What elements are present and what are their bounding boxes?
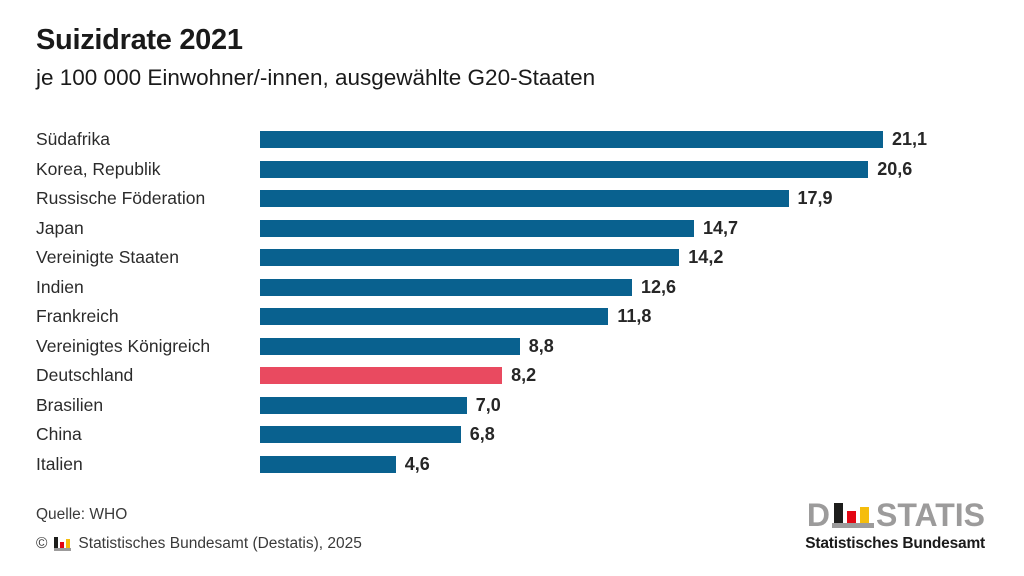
logo-text-left: D [806, 496, 830, 533]
bar-row: Japan 14,7 [36, 214, 1006, 244]
bar-row: Südafrika 21,1 [36, 125, 1006, 155]
bar-row: Vereinigtes Königreich 8,8 [36, 332, 1006, 362]
bar-category-label: Indien [36, 276, 84, 297]
bar-category-label: Frankreich [36, 306, 119, 327]
bar-value-label: 12,6 [641, 276, 677, 297]
bar-row: Vereinigte Staaten 14,2 [36, 243, 1006, 273]
bar-category-label: Japan [36, 217, 84, 238]
page-subtitle: je 100 000 Einwohner/-innen, ausgewählte… [36, 65, 596, 91]
copyright-symbol: © [36, 534, 48, 552]
bar [260, 160, 869, 178]
bar-value-label: 14,7 [703, 217, 739, 238]
bar [260, 249, 680, 267]
bar [260, 337, 520, 355]
bar-value-label: 7,0 [475, 394, 501, 415]
bar-category-label: Vereinigte Staaten [36, 247, 180, 268]
bar-category-label: Südafrika [36, 129, 110, 150]
destatis-bars-icon [831, 501, 874, 528]
bar-row: China 6,8 [36, 420, 1006, 450]
copyright-text: Statistisches Bundesamt (Destatis), 2025 [78, 534, 362, 552]
bar-row: Korea, Republik 20,6 [36, 155, 1006, 185]
bar [260, 131, 883, 149]
bar-value-label: 21,1 [892, 129, 928, 150]
bar-row: Russische Föderation 17,9 [36, 184, 1006, 214]
bar [260, 278, 632, 296]
bar [260, 308, 609, 326]
bar [260, 426, 461, 444]
page-title: Suizidrate 2021 [36, 24, 243, 56]
bar-value-label: 8,8 [528, 335, 554, 356]
bar [260, 455, 396, 473]
bar-value-label: 11,8 [617, 306, 652, 327]
bar-row: Brasilien 7,0 [36, 391, 1006, 421]
source-note: Quelle: WHO [36, 506, 128, 523]
bar-category-label: Vereinigtes Königreich [36, 335, 211, 356]
bar-category-label: Deutschland [36, 365, 134, 386]
destatis-wordmark: D STATIS [805, 496, 985, 533]
bar [260, 396, 467, 414]
bar-category-label: Italien [36, 453, 83, 474]
bar-row: Indien 12,6 [36, 273, 1006, 303]
chart-header: Suizidrate 2021 je 100 000 Einwohner/-in… [36, 24, 595, 91]
destatis-logo: D STATIS Statistisches Bundesamt [805, 496, 985, 553]
bar [260, 367, 503, 385]
bar-value-label: 14,2 [688, 247, 724, 268]
bar-row: Frankreich 11,8 [36, 302, 1006, 332]
bar-category-label: Korea, Republik [36, 158, 161, 179]
bar-value-label: 17,9 [797, 188, 833, 209]
bar-row: Italien 4,6 [36, 450, 1006, 480]
logo-subtitle: Statistisches Bundesamt [805, 535, 985, 552]
bar-category-label: China [36, 424, 82, 445]
bar-value-label: 8,2 [511, 365, 537, 386]
bar [260, 190, 789, 208]
copyright-line: © Statistisches Bundesamt (Destatis), 20… [36, 535, 362, 554]
bar-value-label: 20,6 [877, 158, 913, 179]
destatis-bars-icon [54, 536, 72, 551]
bar-value-label: 4,6 [404, 453, 430, 474]
bar-category-label: Russische Föderation [36, 188, 206, 209]
bar [260, 219, 694, 237]
bar-value-label: 6,8 [469, 424, 495, 445]
bar-row: Deutschland 8,2 [36, 361, 1006, 391]
chart-footer: Quelle: WHO © Statistisches Bundesamt (D… [36, 506, 362, 553]
bar-chart: Südafrika 21,1 Korea, Republik 20,6 Russ… [36, 125, 1006, 479]
logo-text-right: STATIS [875, 496, 985, 533]
bar-category-label: Brasilien [36, 394, 104, 415]
